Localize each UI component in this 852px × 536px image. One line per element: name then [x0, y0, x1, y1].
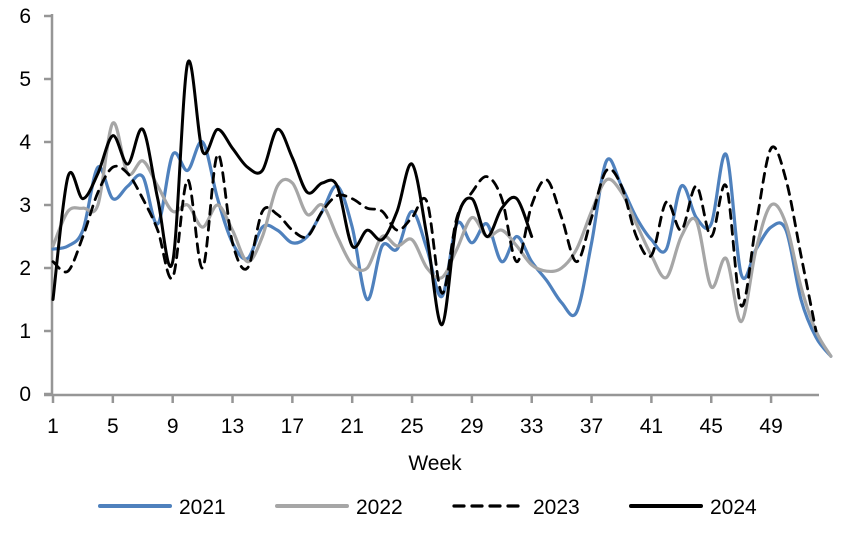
x-axis-tick-label: 37: [580, 415, 603, 438]
x-axis-tick-label: 5: [107, 415, 119, 438]
legend-label-2023: 2023: [533, 496, 580, 519]
legend-item-2021: 2021: [98, 496, 226, 519]
legend-label-2024: 2024: [710, 496, 757, 519]
legend-label-2022: 2022: [356, 496, 403, 519]
y-axis-tick-label: 6: [19, 5, 31, 28]
x-axis-tick-label: 9: [167, 415, 179, 438]
x-axis-tick-label: 17: [281, 415, 304, 438]
y-axis-tick-label: 1: [19, 320, 31, 343]
x-axis-tick-label: 1: [47, 415, 59, 438]
x-axis-tick-label: 45: [700, 415, 723, 438]
legend-item-2023: 2023: [452, 496, 580, 519]
x-axis-tick-label: 49: [759, 415, 782, 438]
series-group: [51, 59, 833, 358]
y-axis-tick-label: 0: [19, 383, 31, 406]
series-line-2024: [51, 59, 534, 327]
x-axis-tick-label: 29: [460, 415, 483, 438]
x-axis-tick-label: 25: [400, 415, 423, 438]
series-line-2023: [51, 145, 818, 333]
x-axis-title: Week: [408, 452, 462, 475]
y-axis-tick-label: 3: [19, 194, 31, 217]
x-axis-tick-label: 33: [520, 415, 543, 438]
series-line-2022: [51, 121, 833, 358]
legend-item-2024: 2024: [629, 496, 757, 519]
legend-item-2022: 2022: [275, 496, 403, 519]
legend-label-2021: 2021: [179, 496, 226, 519]
x-axis-tick-label: 13: [221, 415, 244, 438]
x-axis-tick-label: 21: [341, 415, 364, 438]
y-axis-tick-label: 5: [19, 68, 31, 91]
y-axis-tick-label: 2: [19, 257, 31, 280]
x-axis-tick-label: 41: [640, 415, 663, 438]
y-axis-tick-label: 4: [19, 131, 31, 154]
legend: 2021 2022 2023 2024: [98, 496, 757, 519]
